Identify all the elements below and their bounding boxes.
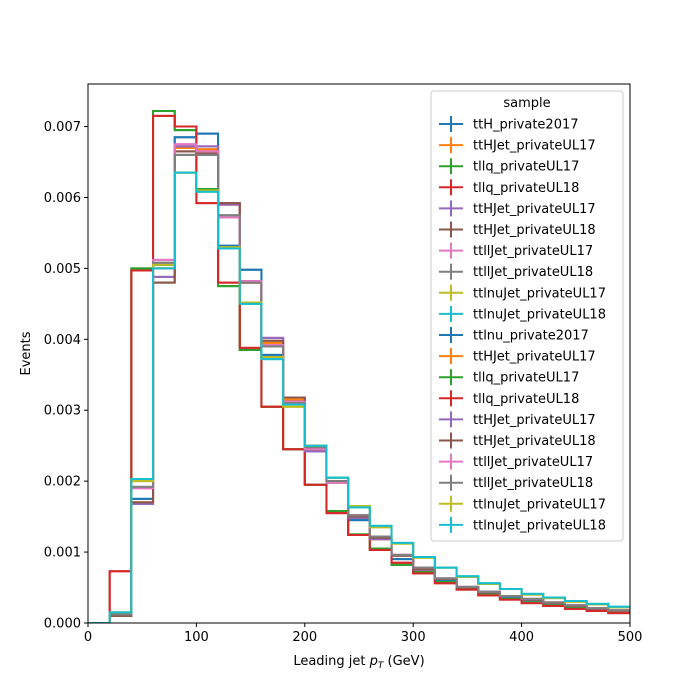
legend-label: ttllJet_privateUL17 [473, 455, 593, 470]
legend-item-16: ttHJet_privateUL18 [439, 432, 596, 449]
x-axis-ticks: 0 100 200 300 400 500 [84, 623, 643, 645]
legend-label: ttHJet_privateUL18 [473, 434, 596, 449]
series-layer [88, 109, 630, 623]
legend-item-3: tllq_privateUL17 [439, 158, 579, 175]
x-tick-label-2: 200 [292, 630, 317, 645]
legend-label: ttHJet_privateUL17 [473, 202, 596, 217]
legend-item-5: ttHJet_privateUL17 [439, 200, 596, 217]
y-tick-label-6: 0.006 [44, 191, 81, 206]
legend-label: ttlnuJet_privateUL18 [473, 307, 606, 322]
y-tick-label-5: 0.005 [44, 262, 81, 277]
legend-label: ttllJet_privateUL18 [473, 265, 593, 280]
legend-item-17: ttllJet_privateUL17 [439, 453, 593, 470]
legend: sample ttH_private2017 ttHJet_privateUL17… [430, 90, 624, 542]
legend-label: ttHJet_privateUL18 [473, 223, 596, 238]
legend-label: ttlnuJet_privateUL18 [473, 518, 606, 533]
legend-label: tllq_privateUL17 [473, 371, 579, 386]
legend-label: ttllJet_privateUL17 [473, 244, 593, 259]
legend-item-9: ttlnuJet_privateUL17 [439, 284, 606, 301]
legend-label: ttH_private2017 [473, 118, 579, 133]
legend-item-19: ttlnuJet_privateUL17 [439, 495, 606, 512]
legend-item-12: ttHJet_privateUL17 [439, 348, 596, 365]
x-axis-label: Leading jet pT (GeV) [293, 654, 424, 671]
legend-label: ttllJet_privateUL18 [473, 476, 593, 491]
y-tick-label-7: 0.007 [44, 120, 81, 135]
legend-label: ttlnuJet_privateUL17 [473, 286, 606, 301]
x-tick-label-4: 400 [509, 630, 534, 645]
legend-label: ttHJet_privateUL17 [473, 350, 596, 365]
y-tick-label-0: 0.000 [44, 617, 81, 632]
series-line-20 [88, 171, 630, 623]
series-line-14 [88, 114, 630, 623]
legend-label: tllq_privateUL17 [473, 160, 579, 175]
x-tick-label-1: 100 [184, 630, 209, 645]
legend-item-7: ttllJet_privateUL17 [439, 242, 593, 259]
legend-item-8: ttllJet_privateUL18 [439, 263, 593, 280]
x-axis-label-subscript: T [378, 661, 385, 671]
legend-label: ttlnuJet_privateUL17 [473, 497, 606, 512]
legend-box [430, 90, 624, 542]
legend-item-2: ttHJet_privateUL17 [439, 137, 596, 154]
legend-item-1: ttH_private2017 [439, 116, 579, 133]
x-tick-label-3: 300 [401, 630, 426, 645]
legend-item-11: ttlnu_private2017 [439, 327, 589, 344]
x-axis-label-suffix: (GeV) [383, 654, 424, 669]
legend-item-18: ttllJet_privateUL18 [439, 474, 593, 491]
legend-label: ttHJet_privateUL17 [473, 413, 596, 428]
legend-label: ttlnu_private2017 [473, 329, 589, 344]
y-axis-label: Events [19, 331, 34, 375]
legend-label: tllq_privateUL18 [473, 181, 579, 196]
legend-item-6: ttHJet_privateUL18 [439, 221, 596, 238]
x-axis-label-symbol: p [369, 654, 378, 669]
y-tick-label-3: 0.003 [44, 404, 81, 419]
x-axis-label-prefix: Leading jet [293, 654, 369, 669]
legend-item-20: ttlnuJet_privateUL18 [439, 516, 606, 533]
y-tick-label-1: 0.001 [44, 546, 81, 561]
legend-title: sample [503, 96, 550, 111]
y-tick-label-2: 0.002 [44, 475, 81, 490]
y-tick-label-4: 0.004 [44, 333, 81, 348]
legend-items: ttH_private2017 ttHJet_privateUL17 tllq_pr… [439, 116, 606, 533]
legend-item-14: tllq_privateUL18 [439, 390, 579, 407]
legend-item-15: ttHJet_privateUL17 [439, 411, 596, 428]
legend-label: tllq_privateUL18 [473, 392, 579, 407]
legend-item-13: tllq_privateUL17 [439, 369, 579, 386]
x-tick-label-5: 500 [618, 630, 643, 645]
legend-item-4: tllq_privateUL18 [439, 179, 579, 196]
legend-label: ttHJet_privateUL17 [473, 139, 596, 154]
x-tick-label-0: 0 [84, 630, 92, 645]
legend-item-10: ttlnuJet_privateUL18 [439, 305, 606, 322]
axes-frame [87, 83, 631, 624]
y-axis-ticks: 0.000 0.001 0.002 0.003 0.004 0.005 0.006 0.007 [44, 120, 88, 632]
